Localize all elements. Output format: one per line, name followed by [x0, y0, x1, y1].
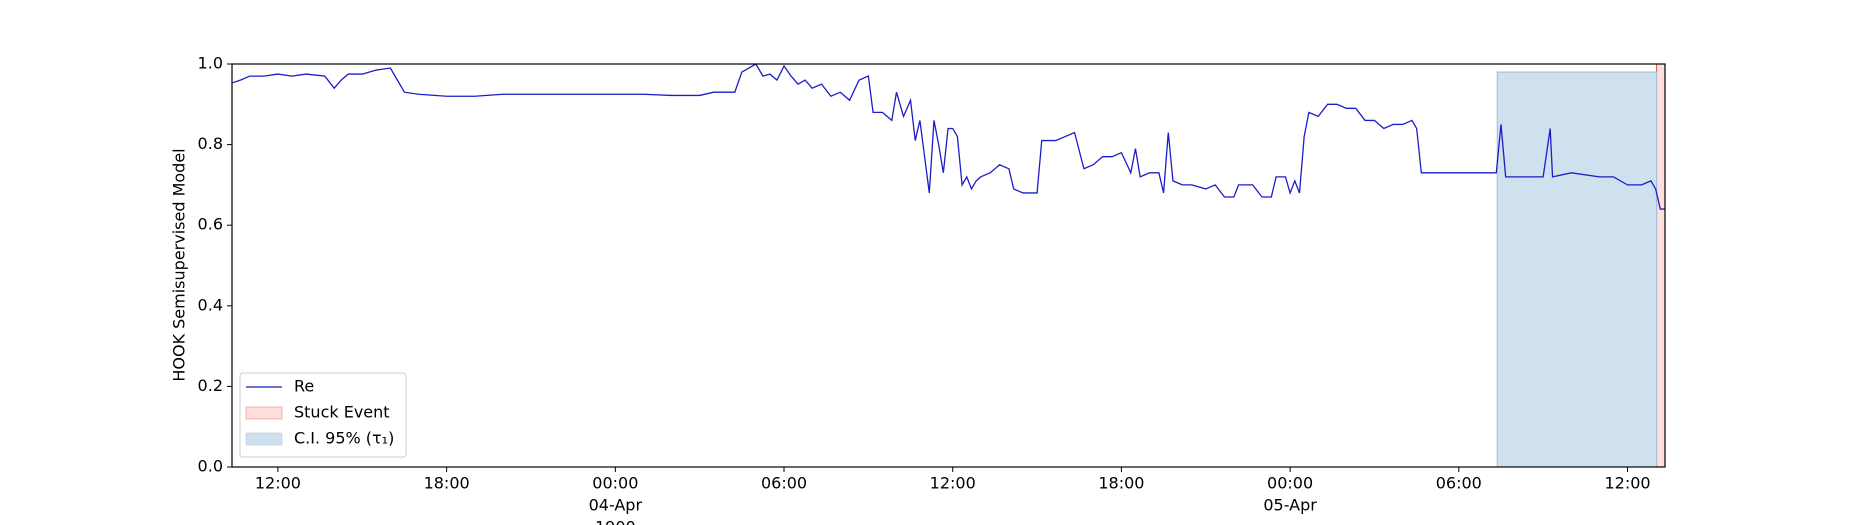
shaded-span — [1656, 63, 1666, 468]
legend-label: C.I. 95% (τ₁) — [294, 429, 394, 448]
data-line — [231, 63, 1665, 210]
y-tick-label: 0.2 — [198, 376, 223, 395]
shaded-span — [1496, 71, 1658, 468]
x-tick-label: 12:00 — [255, 474, 301, 493]
y-axis-label: HOOK Semisupervised Model — [170, 148, 189, 381]
x-tick-label: 1900 — [595, 518, 636, 525]
y-tick-label: 0.6 — [198, 215, 223, 234]
x-tick-label: 06:00 — [761, 474, 807, 493]
x-tick-label: 04-Apr — [589, 496, 643, 515]
x-tick-label: 12:00 — [930, 474, 976, 493]
y-tick-label: 0.8 — [198, 134, 223, 153]
y-tick-label: 0.4 — [198, 295, 223, 314]
legend-label: Re — [294, 377, 314, 396]
legend-swatch — [245, 406, 283, 420]
x-tick-label: 05-Apr — [1263, 496, 1317, 515]
y-tick-label: 1.0 — [198, 54, 223, 73]
x-tick-label: 18:00 — [424, 474, 470, 493]
x-tick-label: 00:00 — [1267, 474, 1313, 493]
legend-label: Stuck Event — [294, 403, 390, 422]
legend-swatch — [245, 432, 283, 446]
y-tick-label: 0.0 — [198, 457, 223, 476]
x-tick-label: 18:00 — [1098, 474, 1144, 493]
x-tick-label: 06:00 — [1436, 474, 1482, 493]
x-tick-label: 12:00 — [1604, 474, 1650, 493]
x-tick-label: 00:00 — [592, 474, 638, 493]
plot-frame — [231, 63, 1666, 468]
